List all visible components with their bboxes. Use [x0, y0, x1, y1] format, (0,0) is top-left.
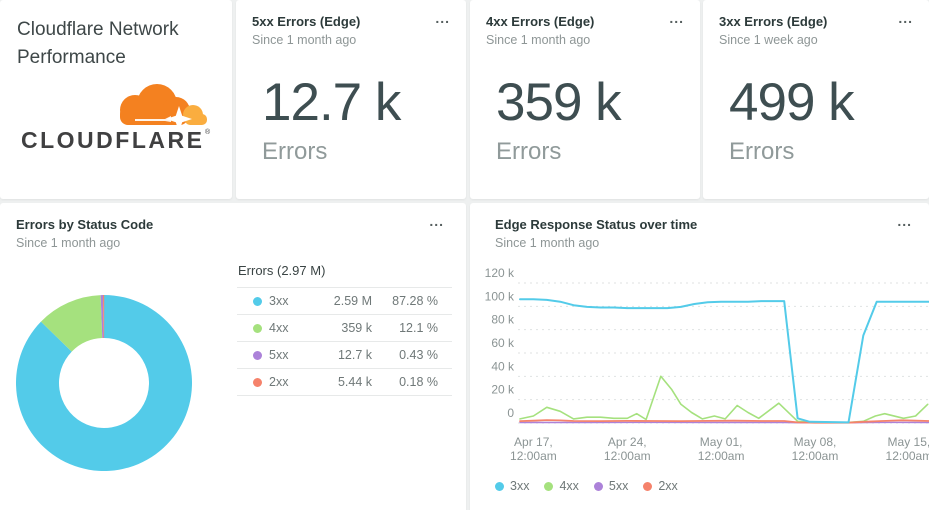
legend-row-2xx[interactable]: 2xx 5.44 k 0.18 %: [237, 368, 452, 396]
chart-title: Errors by Status Code: [16, 217, 154, 232]
card-menu-icon[interactable]: ...: [435, 10, 450, 26]
legend-percent: 0.43 %: [399, 348, 438, 362]
x-axis-tick-time: 12:00am: [604, 449, 651, 463]
legend-item-4xx[interactable]: 4xx: [544, 479, 579, 493]
series-color-dot: [253, 377, 262, 387]
legend-percent: 12.1 %: [399, 321, 438, 335]
kpi-card-3xx: 3xx Errors (Edge) Since 1 week ago ... 4…: [703, 0, 929, 199]
dashboard-title: Cloudflare Network Performance: [17, 19, 179, 68]
kpi-value: 499 k: [729, 73, 855, 132]
dashboard-title-card: Cloudflare Network Performance CLOUDFLAR…: [0, 0, 232, 199]
legend-label: 3xx: [510, 479, 530, 493]
legend-value: 359 k: [341, 321, 372, 335]
donut-slice-4xx[interactable]: [40, 295, 103, 352]
legend-label: 2xx: [658, 479, 678, 493]
cloudflare-cloud-icon: CLOUDFLARE ®: [21, 84, 211, 153]
x-axis-tick-time: 12:00am: [698, 449, 745, 463]
series-color-dot: [253, 296, 262, 306]
chart-subtitle: Since 1 month ago: [495, 236, 600, 250]
legend-value: 5.44 k: [337, 375, 372, 389]
kpi-unit-label: Errors: [262, 138, 328, 165]
svg-text:®: ®: [205, 128, 211, 136]
x-axis-tick-date: May 01,: [700, 435, 743, 449]
kpi-title: 5xx Errors (Edge): [252, 14, 361, 29]
legend-row-4xx[interactable]: 4xx 359 k 12.1 %: [237, 314, 452, 341]
series-color-dot: [643, 481, 653, 491]
series-color-dot: [253, 350, 262, 360]
legend-label: 4xx: [269, 321, 289, 335]
x-axis-tick-time: 12:00am: [510, 449, 557, 463]
card-menu-icon[interactable]: ...: [669, 10, 684, 26]
cloudflare-logo: CLOUDFLARE ®: [17, 84, 214, 156]
kpi-subtitle: Since 1 week ago: [719, 33, 818, 47]
legend-label: 3xx: [269, 294, 289, 308]
series-3xx-line: [519, 298, 929, 424]
kpi-value: 359 k: [496, 73, 622, 132]
legend-item-3xx[interactable]: 3xx: [495, 479, 529, 493]
kpi-subtitle: Since 1 month ago: [486, 33, 591, 47]
donut-slice-3xx[interactable]: [15, 295, 192, 472]
line-chart-legend: 3xx 4xx 5xx 2xx: [495, 479, 678, 493]
kpi-subtitle: Since 1 month ago: [252, 33, 357, 47]
kpi-unit-label: Errors: [496, 138, 562, 165]
legend-row-3xx[interactable]: 3xx 2.59 M 87.28 %: [237, 287, 452, 314]
donut-legend: Errors (2.97 M) 3xx 2.59 M 87.28 % 4xx 3…: [237, 263, 452, 396]
donut-legend-title: Errors (2.97 M): [238, 263, 326, 278]
y-axis-tick: 100 k: [485, 289, 515, 303]
series-color-dot: [593, 481, 603, 491]
legend-value: 12.7 k: [337, 348, 372, 362]
legend-row-5xx[interactable]: 5xx 12.7 k 0.43 %: [237, 341, 452, 368]
legend-value: 2.59 M: [333, 294, 372, 308]
legend-item-2xx[interactable]: 2xx: [643, 479, 678, 493]
kpi-value: 12.7 k: [262, 73, 401, 132]
donut-slice-5xx[interactable]: [100, 295, 104, 339]
kpi-unit-label: Errors: [729, 138, 795, 165]
chart-title: Edge Response Status over time: [495, 217, 698, 232]
legend-label: 5xx: [269, 348, 289, 362]
kpi-card-4xx: 4xx Errors (Edge) Since 1 month ago ... …: [470, 0, 700, 199]
legend-label: 2xx: [269, 375, 289, 389]
legend-item-5xx[interactable]: 5xx: [593, 479, 629, 493]
chart-subtitle: Since 1 month ago: [16, 236, 121, 250]
y-axis-tick: 120 k: [485, 266, 515, 280]
legend-label: 4xx: [559, 479, 579, 493]
cloudflare-wordmark: CLOUDFLARE: [21, 127, 204, 153]
y-axis-tick: 20 k: [491, 383, 515, 397]
y-axis-tick: 60 k: [491, 336, 515, 350]
y-axis-tick: 0: [507, 406, 514, 420]
legend-percent: 0.18 %: [399, 375, 438, 389]
series-color-dot: [495, 481, 504, 491]
card-menu-icon[interactable]: ...: [898, 10, 913, 26]
donut-slice-2xx[interactable]: [102, 295, 105, 339]
kpi-title: 3xx Errors (Edge): [719, 14, 828, 29]
kpi-title: 4xx Errors (Edge): [486, 14, 595, 29]
donut-chart[interactable]: [0, 203, 466, 510]
series-color-dot: [253, 323, 262, 333]
x-axis-tick-date: Apr 17,: [514, 435, 553, 449]
errors-by-status-card: Errors by Status Code Since 1 month ago …: [0, 203, 466, 510]
edge-response-status-card: Edge Response Status over time Since 1 m…: [470, 203, 929, 510]
series-2xx-line: [519, 419, 929, 424]
card-menu-icon[interactable]: ...: [429, 213, 444, 229]
y-axis-tick: 40 k: [491, 359, 515, 373]
x-axis-tick-time: 12:00am: [792, 449, 839, 463]
legend-percent: 87.28 %: [392, 294, 438, 308]
x-axis-tick-date: May 15,: [888, 435, 929, 449]
series-color-dot: [544, 481, 554, 491]
y-axis-tick: 80 k: [491, 313, 515, 327]
x-axis-tick-date: Apr 24,: [608, 435, 647, 449]
x-axis-tick-date: May 08,: [794, 435, 837, 449]
card-menu-icon[interactable]: ...: [897, 213, 912, 229]
x-axis-tick-time: 12:00am: [886, 449, 929, 463]
kpi-card-5xx: 5xx Errors (Edge) Since 1 month ago ... …: [236, 0, 466, 199]
legend-label: 5xx: [608, 479, 629, 493]
